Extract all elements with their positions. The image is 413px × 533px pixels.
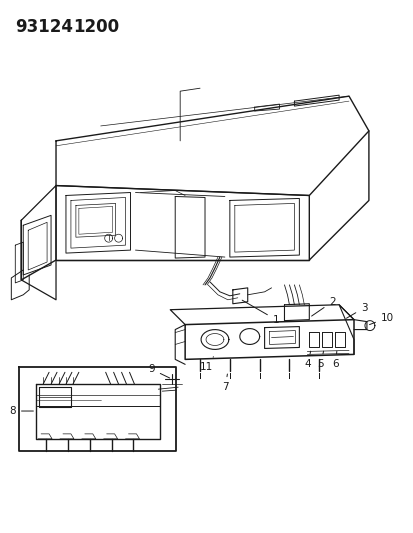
Text: 1: 1 [242, 300, 278, 325]
Text: 6: 6 [331, 351, 338, 369]
Text: 93124: 93124 [15, 18, 73, 36]
Text: 1200: 1200 [73, 18, 119, 36]
Text: 11: 11 [199, 357, 213, 373]
Text: 8: 8 [9, 406, 33, 416]
Text: 4: 4 [304, 351, 310, 369]
Text: 9: 9 [148, 365, 169, 378]
Text: 3: 3 [346, 303, 367, 318]
Text: 2: 2 [311, 297, 335, 316]
Text: 5: 5 [316, 351, 323, 369]
Text: 7: 7 [221, 374, 228, 392]
Text: 10: 10 [369, 313, 393, 325]
